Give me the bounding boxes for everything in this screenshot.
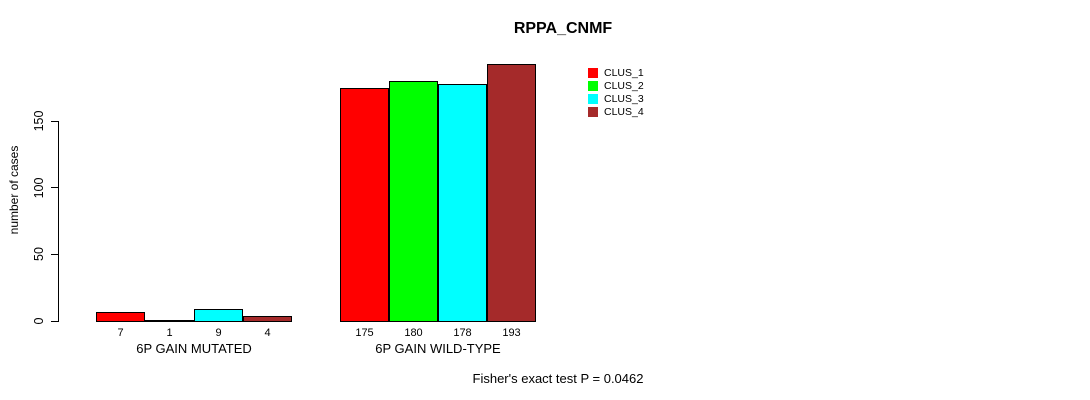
- fisher-note: Fisher's exact test P = 0.0462: [472, 371, 644, 386]
- bar: [194, 309, 243, 322]
- bar: [340, 88, 389, 322]
- bar-value-label: 180: [404, 327, 423, 339]
- legend-label: CLUS_4: [604, 105, 644, 118]
- bar: [487, 64, 536, 322]
- y-axis-tick-label: 0: [32, 317, 46, 325]
- y-axis-tick-label: 50: [32, 247, 46, 262]
- bar: [243, 316, 292, 322]
- group-label: 6P GAIN WILD-TYPE: [375, 341, 501, 356]
- bar-value-label: 7: [117, 327, 124, 339]
- legend: CLUS_1 CLUS_2 CLUS_3 CLUS_4: [588, 66, 644, 118]
- legend-item: CLUS_2: [588, 79, 644, 92]
- bar: [389, 81, 438, 322]
- legend-label: CLUS_2: [604, 79, 644, 92]
- group-label: 6P GAIN MUTATED: [136, 341, 252, 356]
- y-axis-line: [58, 121, 59, 322]
- y-axis-tick: [51, 320, 58, 322]
- legend-swatch: [588, 106, 598, 117]
- bar-value-label: 193: [502, 327, 521, 339]
- bar-value-label: 4: [264, 327, 271, 339]
- y-axis-tick: [51, 120, 58, 122]
- bar: [96, 312, 145, 322]
- legend-swatch: [588, 93, 598, 104]
- legend-label: CLUS_3: [604, 92, 644, 105]
- y-axis-tick-label: 150: [32, 110, 46, 132]
- legend-item: CLUS_3: [588, 92, 644, 105]
- bar-value-label: 178: [453, 327, 472, 339]
- bar-value-label: 175: [355, 327, 374, 339]
- legend-swatch: [588, 67, 598, 78]
- y-axis-tick: [51, 187, 58, 189]
- bar: [438, 84, 487, 322]
- chart-title: RPPA_CNMF: [513, 20, 613, 37]
- y-axis-tick-label: 100: [32, 177, 46, 199]
- legend-label: CLUS_1: [604, 66, 644, 79]
- y-axis-title: number of cases: [7, 145, 21, 235]
- bar-value-label: 9: [215, 327, 222, 339]
- bar: [145, 320, 194, 322]
- legend-swatch: [588, 80, 598, 91]
- legend-item: CLUS_4: [588, 105, 644, 118]
- bar-value-label: 1: [166, 327, 173, 339]
- legend-item: CLUS_1: [588, 66, 644, 79]
- y-axis-tick: [51, 253, 58, 255]
